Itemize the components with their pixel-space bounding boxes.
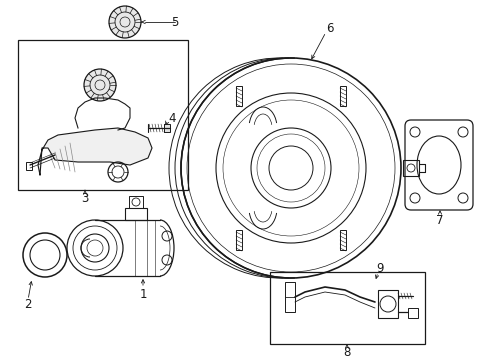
Text: 1: 1 xyxy=(139,288,146,301)
Bar xyxy=(339,230,346,250)
Bar xyxy=(236,86,242,106)
Circle shape xyxy=(109,6,141,38)
Bar xyxy=(129,196,142,208)
Bar xyxy=(377,290,397,318)
Bar xyxy=(236,230,242,250)
Bar xyxy=(125,208,147,220)
Bar xyxy=(402,160,418,176)
Bar xyxy=(339,86,346,106)
Text: 4: 4 xyxy=(168,112,175,125)
Text: 2: 2 xyxy=(24,298,32,311)
Polygon shape xyxy=(38,128,152,175)
Circle shape xyxy=(84,69,116,101)
Bar xyxy=(163,124,170,132)
Text: 3: 3 xyxy=(81,192,88,204)
Text: 6: 6 xyxy=(325,22,333,35)
Text: 8: 8 xyxy=(343,346,350,359)
Text: 5: 5 xyxy=(171,15,178,28)
Text: 7: 7 xyxy=(435,213,443,226)
Text: 9: 9 xyxy=(375,261,383,274)
Bar xyxy=(26,162,32,170)
Bar xyxy=(18,40,187,190)
Bar xyxy=(407,308,417,318)
Bar xyxy=(269,272,424,344)
Bar xyxy=(285,282,294,312)
